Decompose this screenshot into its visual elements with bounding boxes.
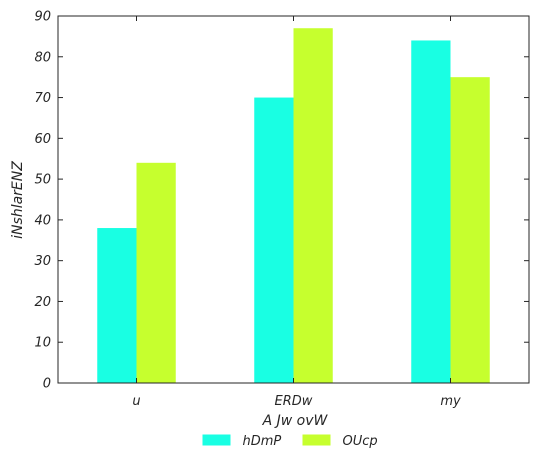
legend-label-hDmP: hDmP [243, 434, 282, 449]
ticks-layer: 0 10 20 30 40 50 60 70 80 90 u ERDw my [34, 10, 529, 409]
y-tick-label: 50 [34, 173, 51, 188]
bar-hDmP-ERDw [254, 97, 294, 384]
bar-OUcp-ERDw [293, 28, 333, 383]
y-tick-label: 70 [34, 91, 51, 106]
legend: hDmP OUcp [202, 434, 378, 449]
bar-hDmP-u [97, 228, 137, 383]
x-tick-label: ERDw [275, 394, 313, 409]
y-tick-label: 10 [34, 336, 51, 351]
y-tick-label: 30 [34, 254, 51, 269]
y-tick-label: 40 [34, 213, 51, 228]
y-tick-label: 0 [43, 377, 51, 392]
x-tick-label: my [440, 394, 461, 409]
y-tick-label: 80 [34, 50, 51, 65]
bars-layer [97, 28, 490, 384]
bar-OUcp-my [450, 77, 490, 384]
bar-OUcp-u [136, 162, 176, 383]
legend-swatch-OUcp [302, 434, 331, 446]
x-axis-title: A Jw ovW [262, 413, 329, 429]
y-tick-label: 60 [34, 132, 51, 147]
y-axis-title: iNshlarENZ [10, 161, 26, 239]
legend-swatch-hDmP [202, 434, 231, 446]
bar-hDmP-my [411, 40, 451, 383]
legend-label-OUcp: OUcp [343, 434, 378, 449]
y-tick-label: 90 [34, 10, 51, 25]
y-tick-label: 20 [34, 295, 51, 310]
x-tick-label: u [132, 394, 140, 409]
